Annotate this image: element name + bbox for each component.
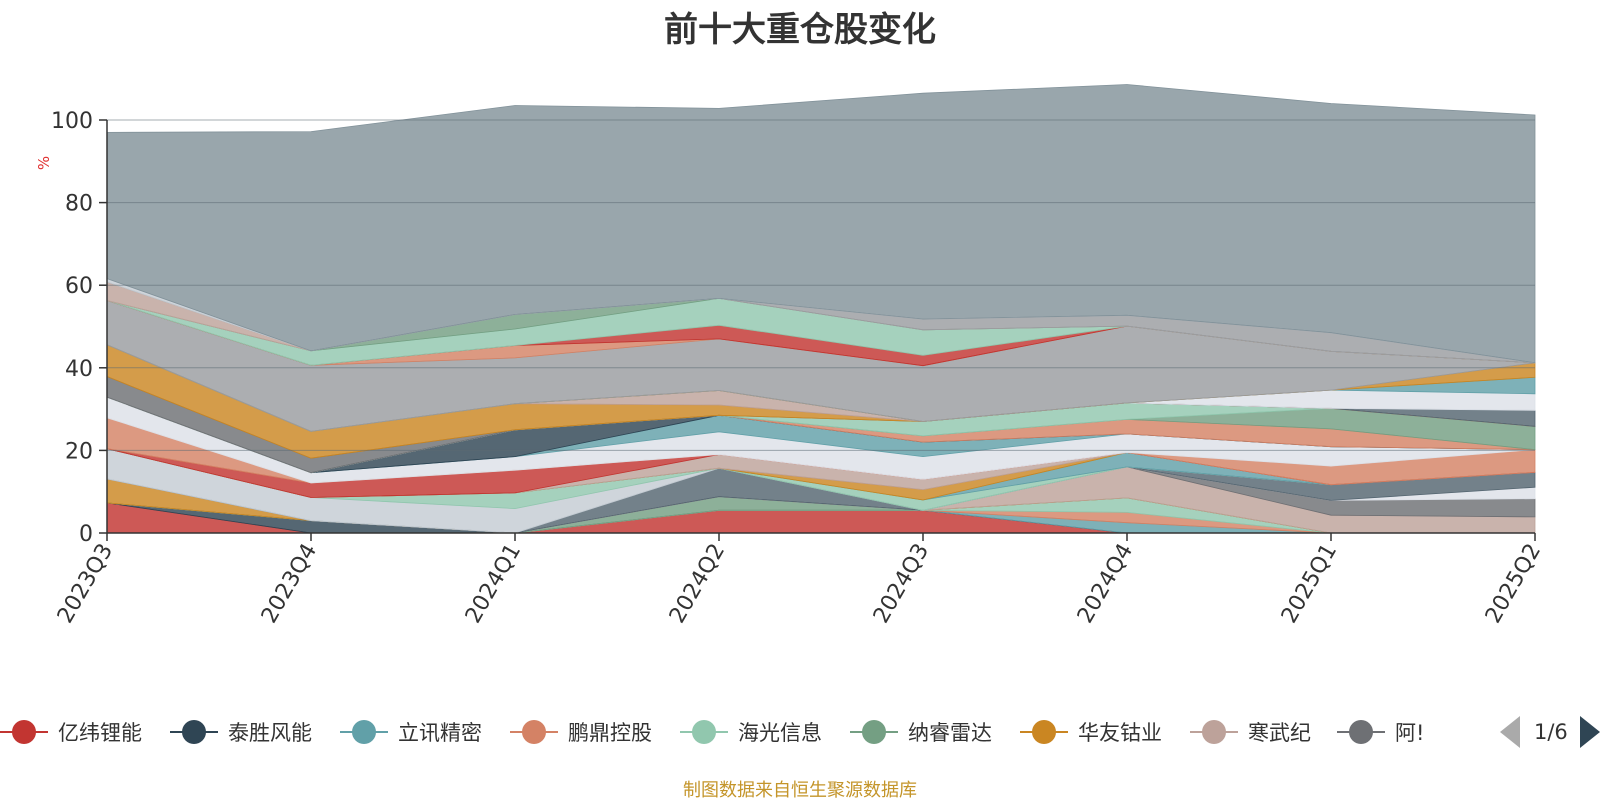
legend-pager: 1/6	[1500, 714, 1600, 750]
grid-lines	[107, 119, 1535, 451]
legend-item[interactable]: 阿!	[1337, 718, 1424, 746]
legend-item[interactable]: 泰胜风能	[170, 718, 312, 746]
legend-marker-icon	[170, 718, 218, 746]
y-tick-label-100: 100	[51, 109, 93, 134]
legend-item-label: 亿纬锂能	[58, 721, 142, 745]
legend-item-label: 阿!	[1395, 721, 1425, 745]
legend-marker-icon	[0, 718, 48, 746]
legend-marker-icon	[1337, 718, 1385, 746]
legend-marker-icon	[1190, 718, 1238, 746]
area-series-group	[106, 84, 1536, 534]
legend-item-label: 泰胜风能	[228, 721, 312, 745]
y-tick-label-80: 80	[65, 192, 93, 217]
legend-item-label: 海光信息	[738, 721, 822, 745]
x-tick-label-4: 2024Q3	[869, 540, 934, 628]
area-series-40[interactable]	[106, 84, 1536, 364]
y-tick-label-20: 20	[65, 439, 93, 464]
legend-items: 亿纬锂能 泰胜风能 立讯精密 鹏鼎控股 海光信息 纳睿雷达 华友钴业 寒武纪 阿!	[0, 700, 1480, 770]
legend-page-indicator: 1/6	[1534, 720, 1568, 744]
legend-marker-icon	[510, 718, 558, 746]
legend-marker-icon	[680, 718, 728, 746]
legend-item[interactable]: 华友钴业	[1020, 718, 1162, 746]
legend-item[interactable]: 亿纬锂能	[0, 718, 142, 746]
x-tick-label-6: 2025Q1	[1277, 540, 1342, 628]
legend-item-label: 纳睿雷达	[908, 721, 992, 745]
chart-title: 前十大重仓股变化	[664, 10, 936, 50]
x-tick-label-2: 2024Q1	[461, 540, 526, 628]
x-tick-label-7: 2025Q2	[1481, 540, 1546, 628]
x-tick-label-0: 2023Q3	[53, 540, 118, 628]
x-tick-label-5: 2024Q4	[1073, 540, 1138, 628]
legend-prev-arrow-icon[interactable]	[1500, 716, 1520, 748]
legend-item-label: 华友钴业	[1078, 721, 1162, 745]
y-axis-label: %	[35, 156, 53, 170]
legend-marker-icon	[850, 718, 898, 746]
legend-item[interactable]: 寒武纪	[1190, 718, 1311, 746]
y-tick-label-40: 40	[65, 357, 93, 382]
legend-marker-icon	[340, 718, 388, 746]
legend-marker-icon	[1020, 718, 1068, 746]
stacked-area-chart: 0 20 40 60 80 100 2023Q3 2023Q4 2024Q1 2024Q2 2024…	[35, 84, 1546, 628]
x-tick-label-3: 2024Q2	[665, 540, 730, 628]
y-tick-label-60: 60	[65, 274, 93, 299]
source-note: 制图数据来自恒生聚源数据库	[683, 780, 917, 801]
legend-item[interactable]: 纳睿雷达	[850, 718, 992, 746]
y-tick-label-0: 0	[79, 522, 93, 547]
legend-item[interactable]: 立讯精密	[340, 718, 482, 746]
legend-item[interactable]: 海光信息	[680, 718, 822, 746]
legend-item-label: 寒武纪	[1248, 721, 1311, 745]
legend-item[interactable]: 鹏鼎控股	[510, 718, 652, 746]
x-tick-label-1: 2023Q4	[257, 540, 322, 628]
legend-item-label: 立讯精密	[398, 721, 482, 745]
legend: 亿纬锂能 泰胜风能 立讯精密 鹏鼎控股 海光信息 纳睿雷达 华友钴业 寒武纪 阿! 1/6	[0, 700, 1600, 770]
legend-item-label: 鹏鼎控股	[568, 721, 652, 745]
legend-next-arrow-icon[interactable]	[1579, 716, 1600, 748]
